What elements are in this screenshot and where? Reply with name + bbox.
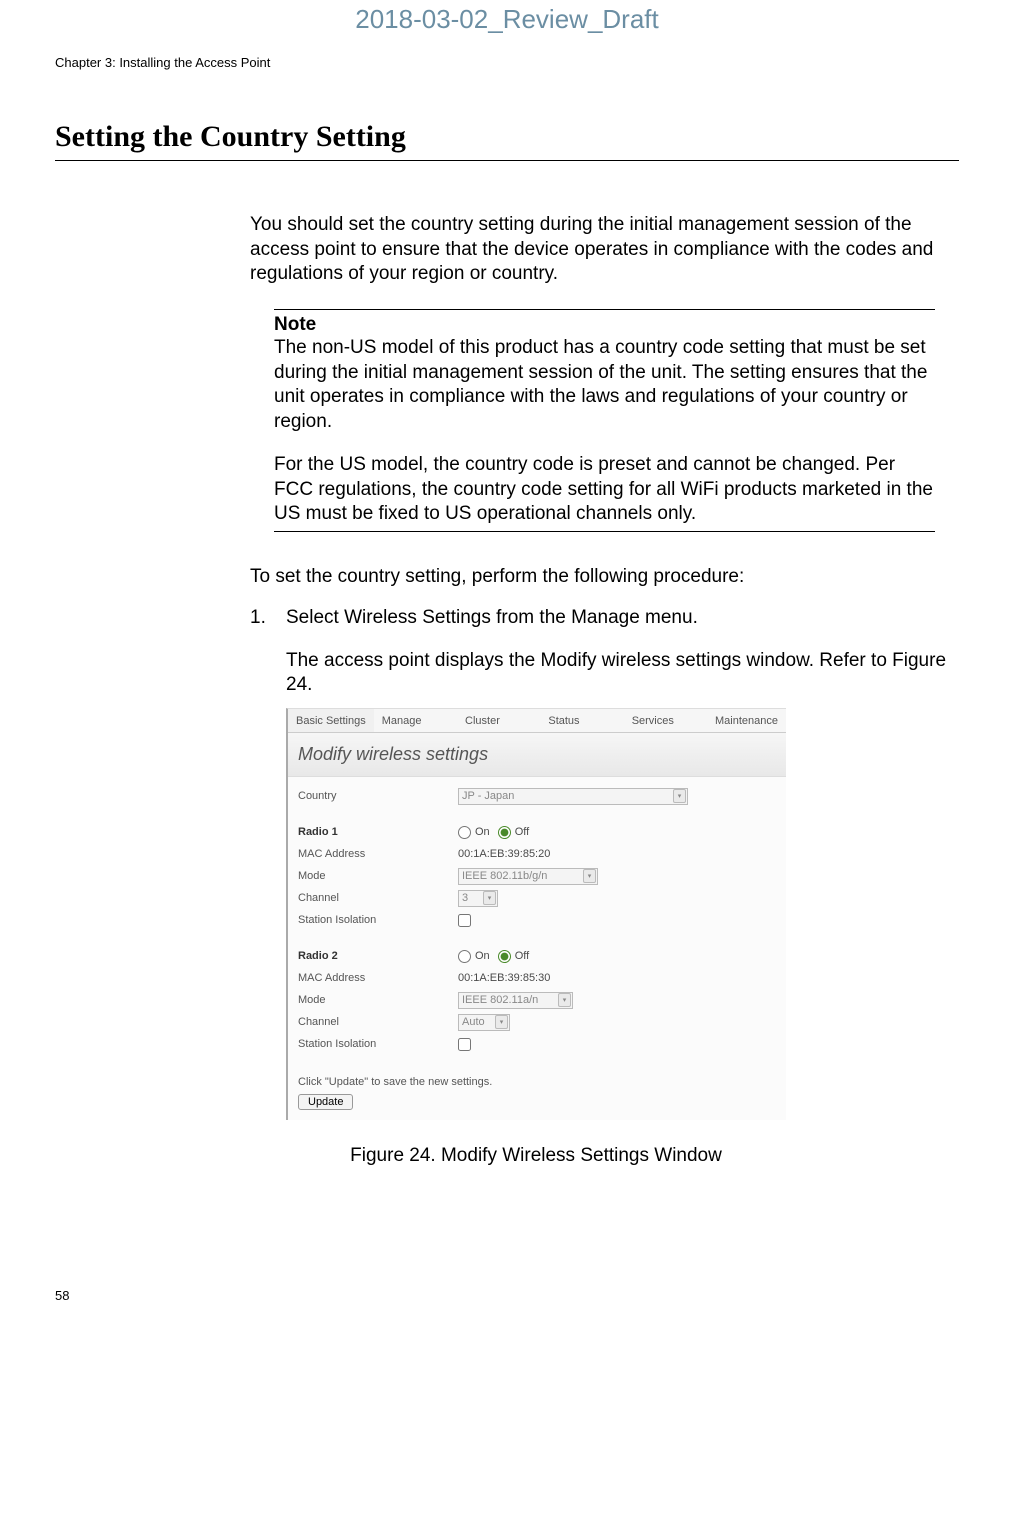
radio2-on-input[interactable] [458, 950, 471, 963]
radio1-isolation-label: Station Isolation [298, 913, 458, 927]
country-label: Country [298, 789, 458, 803]
note-paragraph-2: For the US model, the country code is pr… [274, 453, 935, 531]
panel-title: Modify wireless settings [288, 733, 786, 777]
radio1-isolation-checkbox[interactable] [458, 914, 471, 927]
radio1-on[interactable]: On [458, 825, 490, 839]
update-button[interactable]: Update [298, 1094, 353, 1110]
figure-caption: Figure 24. Modify Wireless Settings Wind… [286, 1144, 786, 1169]
radio1-mac-value: 00:1A:EB:39:85:20 [458, 847, 550, 861]
tab-services[interactable]: Services [624, 709, 707, 732]
tab-cluster[interactable]: Cluster [457, 709, 540, 732]
procedure-intro: To set the country setting, perform the … [250, 566, 959, 588]
radio1-channel-label: Channel [298, 891, 458, 905]
tab-maintenance[interactable]: Maintenance [707, 709, 786, 732]
tab-bar: Basic Settings Manage Cluster Status Ser… [288, 709, 786, 733]
update-hint: Click "Update" to save the new settings. [298, 1055, 776, 1089]
note-title: Note [274, 310, 935, 336]
radio2-off-input[interactable] [498, 950, 511, 963]
page-number: 58 [55, 1288, 69, 1303]
note-paragraph-1: The non-US model of this product has a c… [274, 336, 935, 453]
section-title: Setting the Country Setting [0, 120, 1014, 160]
title-rule [55, 160, 959, 161]
note-box: Note The non-US model of this product ha… [250, 309, 959, 532]
draft-watermark: 2018-03-02_Review_Draft [0, 0, 1014, 43]
radio1-mode-label: Mode [298, 869, 458, 883]
radio1-mode-select[interactable]: IEEE 802.11b/g/n [458, 868, 598, 885]
radio1-title: Radio 1 [298, 825, 458, 839]
step-1-text: Select Wireless Settings from the Manage… [286, 606, 698, 631]
radio2-mac-value: 00:1A:EB:39:85:30 [458, 971, 550, 985]
step-1: 1. Select Wireless Settings from the Man… [250, 606, 959, 631]
chapter-header: Chapter 3: Installing the Access Point [0, 43, 1014, 120]
step-1-number: 1. [250, 606, 272, 631]
on-label: On [475, 825, 490, 839]
radio2-isolation-checkbox[interactable] [458, 1038, 471, 1051]
radio2-title: Radio 2 [298, 949, 458, 963]
tab-basic-settings[interactable]: Basic Settings [288, 709, 374, 732]
tab-status[interactable]: Status [540, 709, 623, 732]
radio2-mac-label: MAC Address [298, 971, 458, 985]
radio2-channel-label: Channel [298, 1015, 458, 1029]
radio2-mode-label: Mode [298, 993, 458, 1007]
note-bottom-rule [274, 531, 935, 532]
wireless-settings-screenshot: Basic Settings Manage Cluster Status Ser… [286, 708, 786, 1120]
radio2-mode-select[interactable]: IEEE 802.11a/n [458, 992, 573, 1009]
radio1-mac-label: MAC Address [298, 847, 458, 861]
off-label: Off [515, 825, 529, 839]
off-label: Off [515, 949, 529, 963]
radio1-off-input[interactable] [498, 826, 511, 839]
tab-manage[interactable]: Manage [374, 709, 457, 732]
radio2-on[interactable]: On [458, 949, 490, 963]
radio1-channel-select[interactable]: 3 [458, 890, 498, 907]
radio2-off[interactable]: Off [498, 949, 529, 963]
on-label: On [475, 949, 490, 963]
radio1-off[interactable]: Off [498, 825, 529, 839]
radio2-channel-select[interactable]: Auto [458, 1014, 510, 1031]
intro-paragraph: You should set the country setting durin… [250, 213, 959, 287]
radio2-isolation-label: Station Isolation [298, 1037, 458, 1051]
radio1-on-input[interactable] [458, 826, 471, 839]
step-1-subtext: The access point displays the Modify wir… [286, 649, 959, 698]
country-select[interactable]: JP - Japan [458, 788, 688, 805]
